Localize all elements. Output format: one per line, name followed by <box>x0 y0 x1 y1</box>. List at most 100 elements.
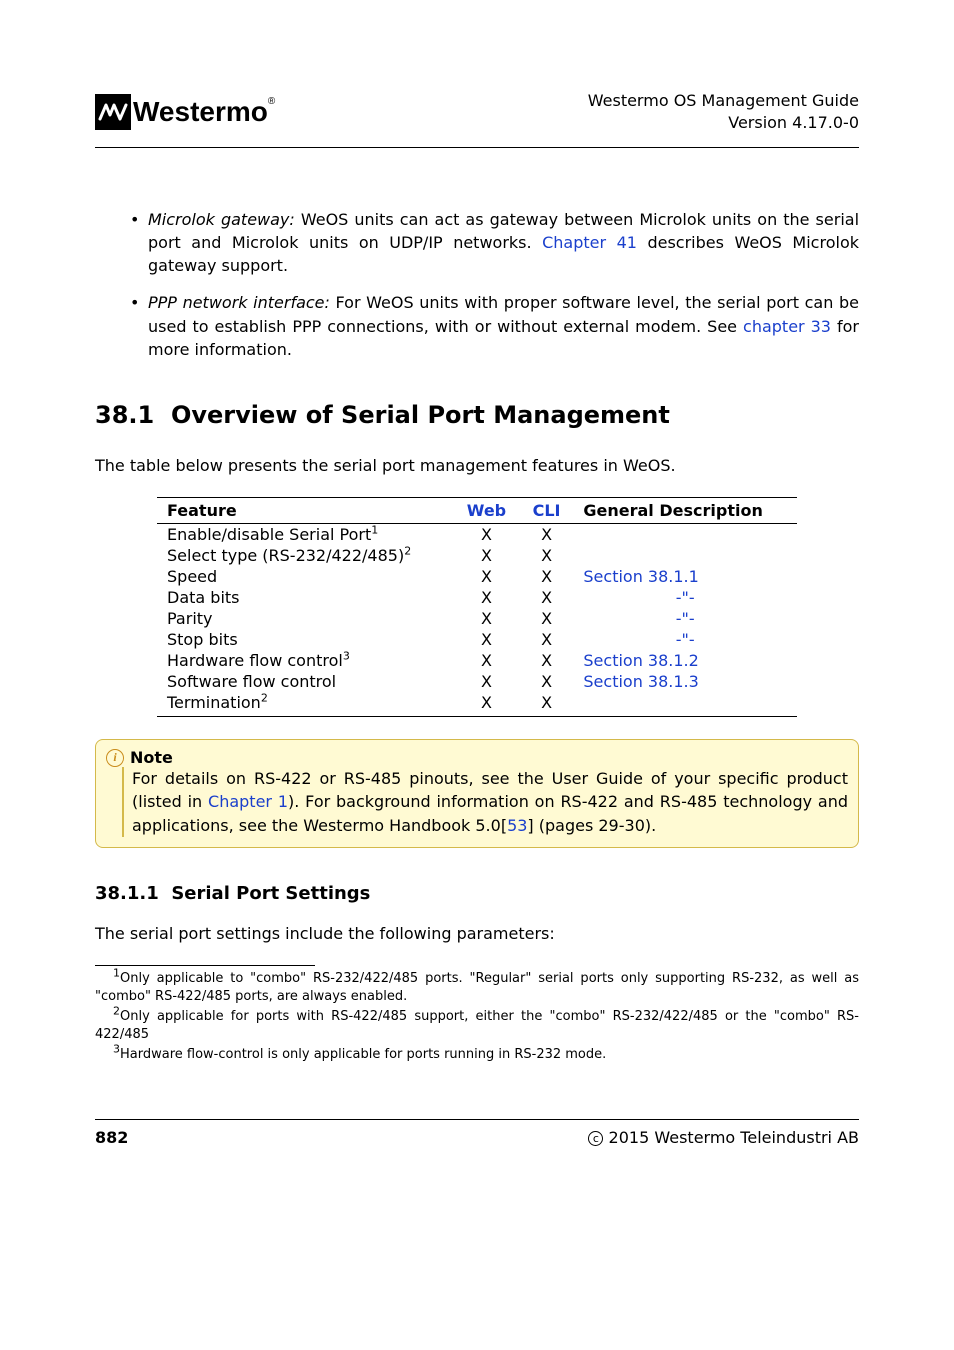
cell-web: X <box>453 650 520 671</box>
cell-desc: -"- <box>573 587 797 608</box>
cell-cli: X <box>520 629 574 650</box>
subsection-intro: The serial port settings include the fol… <box>95 922 859 945</box>
chapter-link[interactable]: Chapter 41 <box>542 233 637 252</box>
footnote-ref: 1 <box>371 524 378 537</box>
ditto-mark: -"- <box>676 630 695 649</box>
table-row: Enable/disable Serial Port1XX <box>157 524 797 546</box>
ditto-mark: -"- <box>676 609 695 628</box>
footnote-number: 1 <box>113 967 120 980</box>
table-row: Data bitsXX-"- <box>157 587 797 608</box>
web-header-link[interactable]: Web <box>467 501 506 520</box>
cell-cli: X <box>520 587 574 608</box>
cell-desc <box>573 545 797 566</box>
registered-mark: ® <box>268 96 275 107</box>
section-intro: The table below presents the serial port… <box>95 454 859 477</box>
cell-web: X <box>453 566 520 587</box>
cell-web: X <box>453 692 520 717</box>
bullet-item: Microlok gateway: WeOS units can act as … <box>130 208 859 278</box>
cell-web: X <box>453 671 520 692</box>
bullet-term: Microlok gateway: <box>148 210 295 229</box>
section-link[interactable]: Section 38.1.3 <box>583 672 698 691</box>
page-footer: 882 c 2015 Westermo Teleindustri AB <box>95 1119 859 1147</box>
info-icon: i <box>106 749 124 767</box>
cell-feature: Data bits <box>157 587 453 608</box>
bullet-term: PPP network interface: <box>148 293 330 312</box>
cell-feature: Speed <box>157 566 453 587</box>
cell-feature: Termination2 <box>157 692 453 717</box>
cell-web: X <box>453 629 520 650</box>
table-row: Termination2XX <box>157 692 797 717</box>
cell-cli: X <box>520 650 574 671</box>
cell-desc <box>573 692 797 717</box>
subsection-heading: 38.1.1 Serial Port Settings <box>95 883 859 904</box>
cell-cli: X <box>520 671 574 692</box>
logo-word: Westermo <box>133 96 268 127</box>
table-row: Hardware flow control3XXSection 38.1.2 <box>157 650 797 671</box>
page-number: 882 <box>95 1128 128 1147</box>
footnote-number: 2 <box>113 1005 120 1018</box>
cell-web: X <box>453 545 520 566</box>
note-body: For details on RS-422 or RS-485 pinouts,… <box>122 767 848 837</box>
section-number: 38.1 <box>95 401 154 429</box>
note-link[interactable]: Chapter 1 <box>208 792 288 811</box>
cell-feature: Hardware flow control3 <box>157 650 453 671</box>
cell-feature: Software flow control <box>157 671 453 692</box>
bullet-list: Microlok gateway: WeOS units can act as … <box>130 208 859 361</box>
cli-header-link[interactable]: CLI <box>533 501 561 520</box>
cell-feature: Enable/disable Serial Port1 <box>157 524 453 546</box>
cell-desc <box>573 524 797 546</box>
note-title: Note <box>130 746 173 769</box>
col-feature: Feature <box>157 498 453 524</box>
cell-desc: Section 38.1.1 <box>573 566 797 587</box>
footnote-rule <box>95 965 315 966</box>
chapter-link[interactable]: chapter 33 <box>743 317 831 336</box>
cell-cli: X <box>520 566 574 587</box>
logo-mark-icon <box>95 94 131 130</box>
col-cli: CLI <box>520 498 574 524</box>
table-row: SpeedXXSection 38.1.1 <box>157 566 797 587</box>
feature-table: Feature Web CLI General Description Enab… <box>157 497 797 717</box>
logo-wordmark: Westermo® <box>133 96 275 128</box>
footnote: 2Only applicable for ports with RS-422/4… <box>95 1008 859 1043</box>
doc-version: Version 4.17.0-0 <box>588 112 859 134</box>
section-link[interactable]: Section 38.1.1 <box>583 567 698 586</box>
footnotes-block: 1Only applicable to "combo" RS-232/422/4… <box>95 970 859 1064</box>
table-row: ParityXX-"- <box>157 608 797 629</box>
section-link[interactable]: Section 38.1.2 <box>583 651 698 670</box>
doc-title: Westermo OS Management Guide <box>588 90 859 112</box>
subsection-number: 38.1.1 <box>95 883 159 904</box>
table-row: Stop bitsXX-"- <box>157 629 797 650</box>
note-title-row: i Note <box>106 746 848 769</box>
footnote: 1Only applicable to "combo" RS-232/422/4… <box>95 970 859 1005</box>
note-text: ] (pages 29-30). <box>527 816 656 835</box>
cell-feature: Select type (RS-232/422/485)2 <box>157 545 453 566</box>
footnote: 3Hardware flow-control is only applicabl… <box>95 1046 859 1064</box>
subsection-title-text: Serial Port Settings <box>171 883 370 904</box>
footnote-ref: 3 <box>343 650 350 663</box>
cell-desc: -"- <box>573 608 797 629</box>
copyright-icon: c <box>588 1131 603 1146</box>
col-desc: General Description <box>573 498 797 524</box>
cell-cli: X <box>520 608 574 629</box>
footnote-ref: 2 <box>261 692 268 705</box>
cell-web: X <box>453 587 520 608</box>
cell-feature: Parity <box>157 608 453 629</box>
cell-feature: Stop bits <box>157 629 453 650</box>
table-row: Select type (RS-232/422/485)2XX <box>157 545 797 566</box>
section-heading: 38.1 Overview of Serial Port Management <box>95 401 859 429</box>
footnote-ref: 2 <box>404 545 411 558</box>
note-box: i Note For details on RS-422 or RS-485 p… <box>95 739 859 848</box>
cell-desc: -"- <box>573 629 797 650</box>
cell-cli: X <box>520 692 574 717</box>
note-ref-link[interactable]: 53 <box>507 816 527 835</box>
cell-desc: Section 38.1.2 <box>573 650 797 671</box>
cell-desc: Section 38.1.3 <box>573 671 797 692</box>
table-row: Software flow controlXXSection 38.1.3 <box>157 671 797 692</box>
copyright-text: 2015 Westermo Teleindustri AB <box>609 1128 859 1147</box>
cell-cli: X <box>520 524 574 546</box>
bullet-item: PPP network interface: For WeOS units wi… <box>130 291 859 361</box>
col-web: Web <box>453 498 520 524</box>
header-right: Westermo OS Management Guide Version 4.1… <box>588 90 859 135</box>
section-title-text: Overview of Serial Port Management <box>171 401 670 429</box>
table-header-row: Feature Web CLI General Description <box>157 498 797 524</box>
